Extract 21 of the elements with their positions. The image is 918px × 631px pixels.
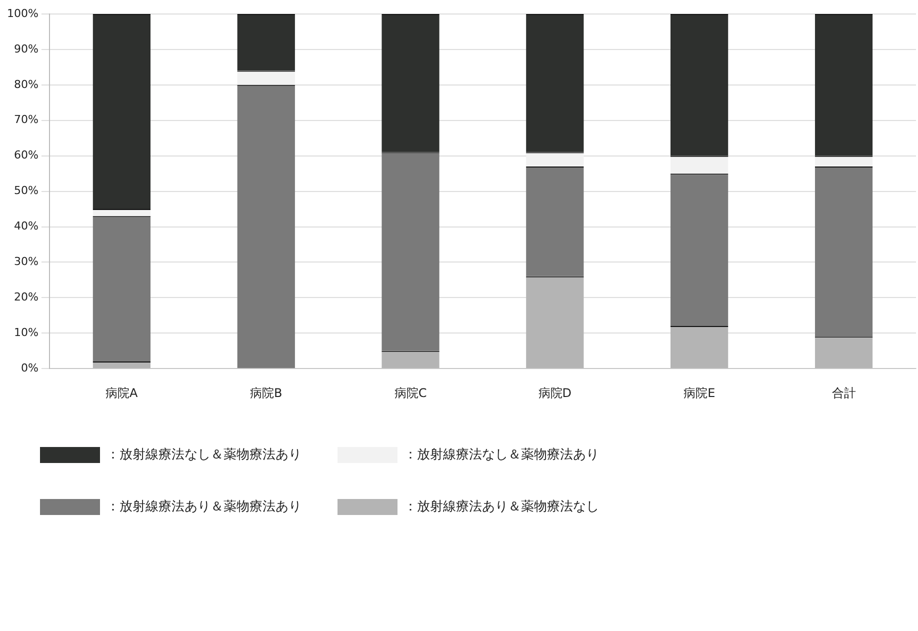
legend-label: ：放射線療法あり＆薬物療法なし [404, 499, 599, 514]
y-tick-label: 50% [14, 184, 38, 198]
legend-label: ：放射線療法なし＆薬物療法あり [106, 447, 302, 462]
x-tick-label: 病院B [250, 386, 282, 400]
y-tick-label: 30% [14, 255, 38, 268]
y-tick-label: 90% [14, 42, 38, 56]
legend-label: ：放射線療法なし＆薬物療法あり [404, 447, 599, 462]
x-tick-label: 病院D [538, 386, 572, 400]
y-tick-label: 60% [14, 148, 38, 162]
y-tick-label: 80% [14, 78, 38, 91]
x-tick-label: 病院E [684, 386, 716, 400]
y-tick-label: 20% [14, 290, 38, 304]
legend-label: ：放射線療法あり＆薬物療法あり [106, 499, 302, 514]
y-tick-label: 40% [14, 220, 38, 233]
y-tick-label: 70% [14, 113, 38, 126]
x-tick-label: 病院C [394, 386, 427, 400]
x-tick-label: 合計 [832, 386, 856, 400]
y-tick-label: 10% [14, 326, 38, 339]
y-tick-label: 0% [20, 361, 38, 374]
x-tick-label: 病院A [106, 386, 139, 400]
y-tick-label: 100% [6, 6, 38, 20]
